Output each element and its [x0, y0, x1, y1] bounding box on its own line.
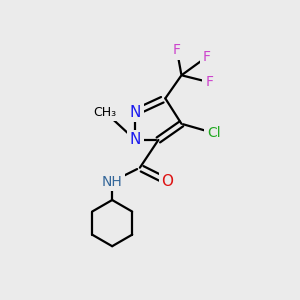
Text: F: F [173, 43, 181, 57]
Text: CH₃: CH₃ [94, 106, 117, 119]
Text: Cl: Cl [207, 126, 220, 140]
Text: F: F [203, 50, 211, 64]
Text: N: N [130, 105, 141, 120]
Text: O: O [162, 174, 174, 189]
Text: F: F [205, 75, 213, 89]
Text: NH: NH [102, 175, 122, 188]
Text: N: N [130, 132, 141, 147]
